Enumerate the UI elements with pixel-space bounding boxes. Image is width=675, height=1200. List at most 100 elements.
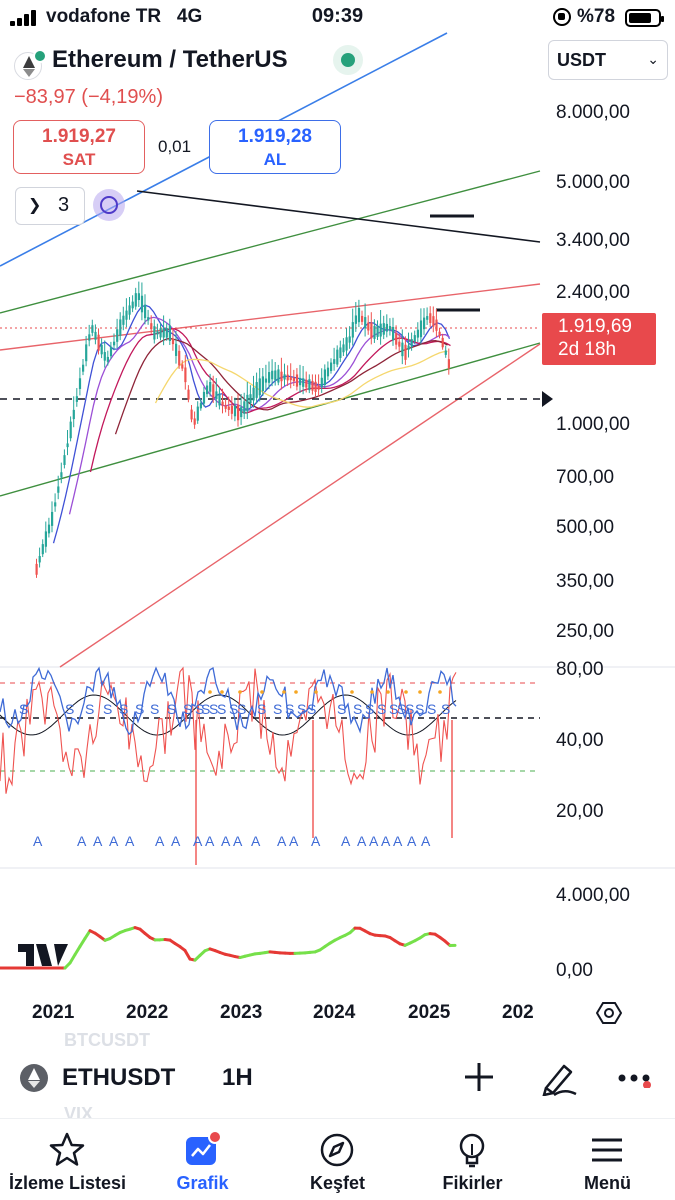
price-axis-label: 2.400,00 — [556, 282, 630, 303]
signal-marker-s: S — [389, 701, 398, 717]
candle — [57, 486, 60, 493]
ethereum-icon — [14, 49, 47, 80]
oscillator-axis-label: 80,00 — [556, 659, 604, 680]
candle — [41, 544, 44, 555]
candle — [88, 334, 91, 341]
tab-menu[interactable]: Menü — [540, 1119, 675, 1200]
candle — [274, 370, 277, 381]
candle — [280, 371, 283, 382]
menu-icon — [592, 1138, 622, 1162]
candle — [283, 374, 286, 380]
candle — [395, 333, 398, 345]
signal-marker-s: S — [415, 701, 424, 717]
candle — [147, 317, 150, 321]
trend-indicator-segment — [83, 929, 92, 940]
signal-marker-a: A — [407, 833, 417, 849]
candle — [398, 341, 401, 347]
spread-value: 0,01 — [158, 137, 192, 156]
candle — [348, 336, 351, 343]
tab-chart[interactable]: Grafik — [135, 1119, 270, 1200]
candle — [175, 343, 178, 356]
price-axis-label: 3.400,00 — [556, 230, 630, 251]
candle — [224, 404, 227, 409]
more-options-icon[interactable] — [616, 1068, 656, 1088]
add-icon[interactable] — [462, 1060, 496, 1094]
candle — [351, 322, 354, 338]
candle — [131, 301, 134, 309]
candle — [187, 389, 190, 400]
moving-average-line — [154, 350, 448, 408]
price-axis-label: 250,00 — [556, 621, 615, 642]
candle — [336, 349, 339, 365]
candle — [438, 331, 441, 337]
signal-marker-s: S — [201, 701, 210, 717]
chart-settings-icon[interactable] — [596, 1000, 622, 1026]
green-upper-channel — [0, 170, 541, 314]
signal-marker-s: S — [167, 701, 176, 717]
tab-ideas[interactable]: Fikirler — [405, 1119, 540, 1200]
symbol-search-button[interactable]: ETHUSDT — [62, 1064, 176, 1091]
candle — [342, 344, 345, 353]
indicator-count: 3 — [58, 194, 70, 216]
signal-marker-s: S — [353, 701, 362, 717]
drawing-tool-icon[interactable] — [540, 1058, 580, 1096]
tab-watchlist[interactable]: İzleme Listesi — [0, 1119, 135, 1200]
tab-explore[interactable]: Keşfet — [270, 1119, 405, 1200]
candle — [243, 401, 246, 414]
candle — [447, 359, 450, 369]
candle — [122, 315, 125, 325]
candle — [51, 511, 54, 526]
candle — [181, 364, 184, 369]
candle — [63, 455, 66, 465]
trend-indicator-segment — [78, 936, 87, 948]
candle — [134, 293, 137, 307]
indicators-toggle-button[interactable]: ❯ 3 — [15, 187, 85, 225]
signal-marker-s: S — [119, 701, 128, 717]
signal-marker-s: S — [273, 701, 282, 717]
signal-marker-s: S — [65, 701, 74, 717]
signal-marker-s: S — [441, 701, 450, 717]
signal-marker-a: A — [205, 833, 215, 849]
symbol-bar: ETHUSDT 1H — [0, 1052, 675, 1106]
signal-marker-s: S — [103, 701, 112, 717]
signal-marker-a: A — [381, 833, 391, 849]
candle — [215, 391, 218, 400]
candle — [367, 322, 370, 331]
candle — [413, 335, 416, 342]
signal-marker-s: S — [85, 701, 94, 717]
interval-button[interactable]: 1H — [222, 1064, 253, 1091]
carrier-label: vodafone TR 4G — [46, 6, 203, 27]
sell-button[interactable]: 1.919,27 SAT — [13, 120, 145, 174]
candle — [401, 342, 404, 357]
currency-select[interactable]: USDT ⌄ — [548, 40, 668, 80]
signal-marker-a: A — [155, 833, 165, 849]
candle — [69, 421, 72, 439]
chevron-down-icon: ⌄ — [647, 51, 659, 67]
candle — [268, 372, 271, 383]
signal-marker-s: S — [397, 701, 406, 717]
signal-marker-a: A — [125, 833, 135, 849]
candle — [333, 359, 336, 364]
candle — [354, 315, 357, 324]
lightbulb-icon — [459, 1133, 485, 1168]
candle — [361, 315, 364, 322]
clock: 09:39 — [311, 5, 364, 27]
candle — [196, 406, 199, 421]
buy-button[interactable]: 1.919,28 AL — [209, 120, 341, 174]
moving-average-line — [89, 327, 451, 473]
candle — [85, 344, 88, 362]
candle — [385, 323, 388, 332]
symbol-title[interactable]: Ethereum / TetherUS — [52, 46, 288, 73]
price-axis-label: 700,00 — [556, 467, 615, 488]
candle — [66, 443, 69, 448]
candle — [246, 394, 249, 412]
signal-marker-s: S — [195, 701, 204, 717]
candle — [264, 378, 268, 383]
signal-marker-s: S — [377, 701, 386, 717]
oscillator-black-line — [0, 694, 457, 736]
star-icon — [49, 1132, 85, 1166]
signal-marker-s: S — [257, 701, 266, 717]
candle — [168, 325, 171, 341]
